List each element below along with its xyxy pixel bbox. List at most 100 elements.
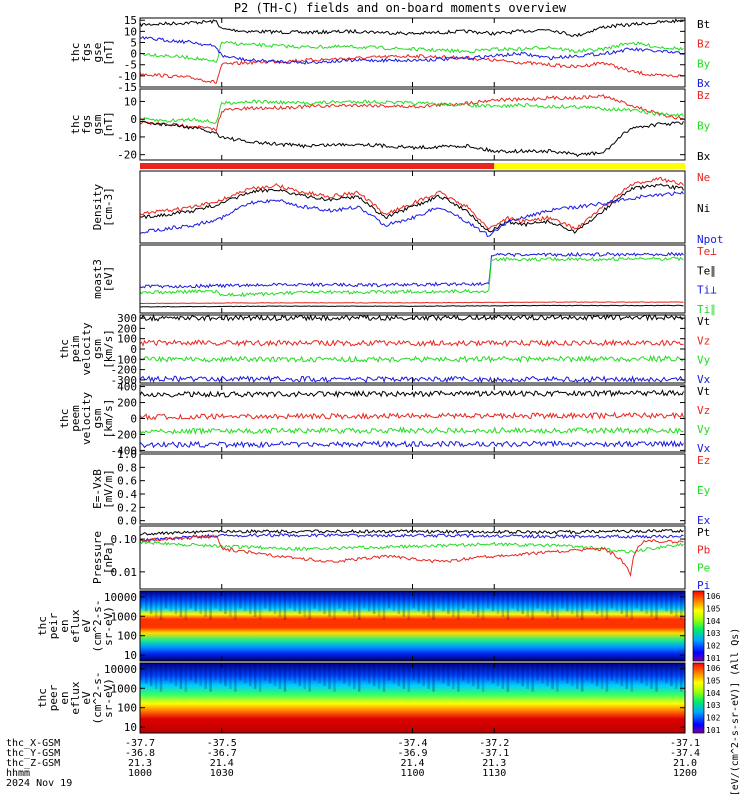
y-tick-label: -200 [111,364,138,377]
y-tick-label: 5 [130,36,137,49]
spectrogram-texture [521,663,524,687]
y-tick-label: 1000 [111,610,138,623]
spectrogram-texture [452,591,455,617]
y-tick-label: 15 [124,14,137,27]
spectrogram-texture [526,591,529,617]
y-axis-label: thc [58,409,71,429]
colorbar-scale [692,662,705,734]
spectrogram-texture [278,591,282,617]
y-axis-label: E=-VxB [91,469,104,509]
spectrogram-texture [551,591,554,617]
x-axis-value: 21.4 [210,758,234,769]
spectrogram-texture [392,663,396,684]
spectrogram-texture [640,591,643,612]
y-tick-label: 1000 [111,682,138,695]
spectrogram-texture [471,663,475,687]
y-axis-label: eV [80,619,93,633]
y-axis-label: velocity [80,322,93,375]
spectrogram-texture [645,591,648,615]
spectrogram-texture [169,591,173,612]
spectrogram-texture [224,663,227,687]
spectrogram-texture [496,663,500,687]
spectrogram-texture [323,663,326,687]
legend-Bx: Bx [697,77,711,90]
x-axis-value: 21.4 [400,758,424,769]
series-fgs-gse-By [139,41,684,63]
spectrogram-texture [566,591,569,612]
legend-Ex: Ex [697,514,711,527]
series-peim-Vy [139,354,684,364]
spectrogram-texture [511,663,515,681]
y-tick-label: 100 [117,333,137,346]
spectrogram-texture [308,663,311,692]
y-axis-label: [km/s] [102,329,115,369]
spectrogram-texture [655,663,658,692]
spectrogram-texture [660,663,663,681]
spectrogram-texture [258,591,262,620]
series-density-Ne [140,176,684,230]
spectrogram-texture [665,663,668,684]
series-fgs-gsm-By [140,99,684,125]
spectrogram-texture [571,591,574,615]
y-tick-label: 0.4 [117,488,137,501]
spectrogram-texture [184,591,188,620]
colorbar-tick: 106 [706,664,721,673]
spectrogram-texture [650,591,653,617]
spectrogram-texture [476,663,480,689]
spectrogram-texture [442,591,445,612]
spectrogram-texture [358,591,361,620]
spectrogram-texture [571,663,574,687]
legend-Ne: Ne [697,171,710,184]
legend-Pe: Pe [697,561,710,574]
spectrogram-texture [521,591,524,615]
spectrogram-texture [184,663,188,692]
spectrogram-texture [546,591,549,615]
spectrogram-texture [244,663,247,684]
spectrogram-texture [467,663,470,684]
spectrogram-texture [437,663,440,681]
legend-Npot: Npot [697,233,724,246]
colorbar-tick: 103 [706,629,721,638]
y-tick-label: 200 [117,397,137,410]
spectrogram-texture [219,663,222,684]
panel-frame [139,314,686,384]
spectrogram-texture [239,663,242,681]
series-moments-Ti⊥ [139,251,684,289]
spectrogram-peir [140,591,685,661]
spectrogram-texture [392,591,396,612]
spectrogram-texture [353,663,356,689]
legend-Ey: Ey [697,484,711,497]
spectrogram-texture [224,591,227,615]
spectrogram-texture [303,663,306,689]
spectrogram-texture [402,663,406,689]
legend-Vx: Vx [697,373,711,386]
spectrogram-texture [501,663,505,689]
spectrogram-texture [338,591,341,609]
spectrogram-texture [229,663,232,689]
spectrogram-texture [536,663,539,681]
spectrogram-texture [214,663,217,681]
y-axis-label: [km/s] [102,399,115,439]
spectrogram-texture [625,663,629,689]
spectrogram-texture [580,663,584,692]
panel-peir: 10000 1000 100 10 thcpeirenefluxeV(cm^2-s-sr… [36,590,686,662]
spectrogram-texture [675,591,678,617]
spectrogram-texture [620,591,624,615]
spectrogram-texture [313,663,316,681]
state-bar [140,163,685,169]
x-axis-row-label: thc_Y-GSM [6,748,60,759]
spectrogram-texture [194,591,197,612]
spectrogram-texture [516,591,520,612]
panel-frame [139,453,686,525]
spectrogram-texture [333,591,336,620]
spectrogram-texture [144,591,148,612]
spectrogram-texture [561,663,564,681]
colorbar-tick: 106 [706,592,721,601]
colorbar-tick: 104 [706,689,721,698]
spectrogram-texture [417,591,420,612]
x-axis-row-label: thc_X-GSM [6,738,60,749]
colorbar-tick: 102 [706,714,721,723]
spectrogram-texture [576,663,579,689]
plot-title: P2 (TH-C) fields and on-board moments ov… [234,1,567,15]
